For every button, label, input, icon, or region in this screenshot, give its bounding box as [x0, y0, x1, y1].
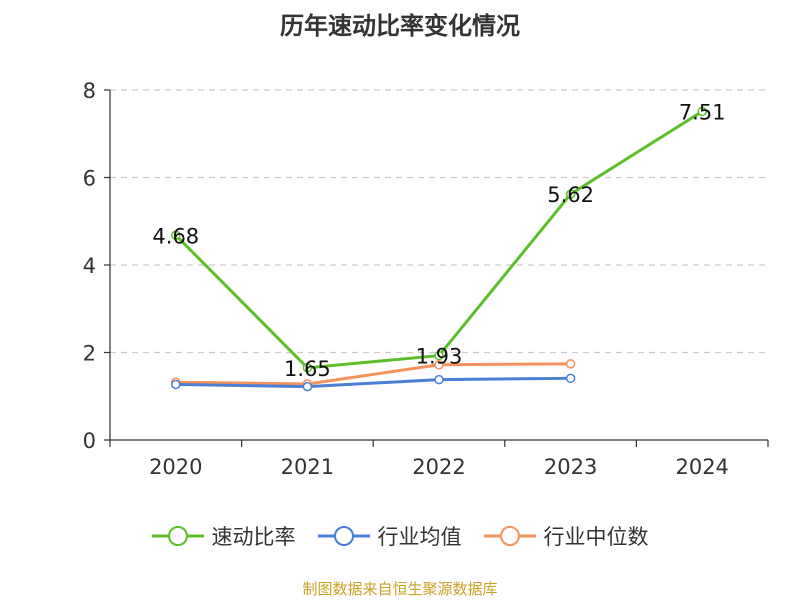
x-tick-label: 2020	[149, 455, 202, 479]
data-label: 1.93	[416, 345, 463, 369]
data-point[interactable]	[565, 359, 576, 369]
series-line	[174, 110, 703, 370]
data-point[interactable]	[302, 381, 313, 392]
data-label: 5.62	[547, 183, 594, 207]
source-note: 制图数据来自恒生聚源数据库	[302, 580, 498, 598]
legend-label: 行业均值	[377, 525, 462, 549]
data-point[interactable]	[434, 374, 444, 385]
data-point[interactable]	[697, 106, 707, 117]
legend-item[interactable]: 速动比率	[151, 521, 296, 551]
data-label: 4.68	[152, 224, 199, 248]
x-tick-label: 2022	[412, 455, 465, 479]
series-line	[175, 376, 571, 389]
y-tick-label: 6	[83, 167, 96, 191]
data-point[interactable]	[565, 373, 576, 384]
data-label: 7.51	[679, 100, 726, 124]
legend-marker-icon	[483, 526, 536, 546]
legend-marker-icon	[151, 526, 204, 546]
x-tick-label: 2021	[281, 455, 334, 479]
data-point[interactable]	[565, 189, 576, 199]
y-tick-label: 4	[83, 254, 96, 278]
series-line	[175, 362, 571, 386]
x-tick-label: 2024	[675, 455, 728, 479]
legend-item[interactable]: 行业中位数	[483, 521, 649, 551]
legend-item[interactable]: 行业均值	[317, 521, 462, 551]
data-label: 1.65	[284, 357, 331, 381]
data-point[interactable]	[171, 230, 181, 240]
legend: 速动比率 行业均值 行业中位数	[0, 520, 800, 552]
y-tick-label: 0	[83, 429, 96, 453]
legend-label: 行业中位数	[543, 525, 649, 549]
data-point[interactable]	[171, 379, 181, 390]
data-point[interactable]	[302, 363, 313, 373]
y-tick-label: 8	[83, 79, 96, 103]
legend-marker-icon	[317, 526, 370, 546]
data-point[interactable]	[434, 350, 444, 361]
y-tick-label: 2	[83, 342, 96, 366]
chart-title: 历年速动比率变化情况	[280, 12, 520, 40]
x-tick-label: 2023	[544, 455, 597, 479]
legend-label: 速动比率	[211, 525, 296, 549]
data-point[interactable]	[434, 360, 444, 370]
